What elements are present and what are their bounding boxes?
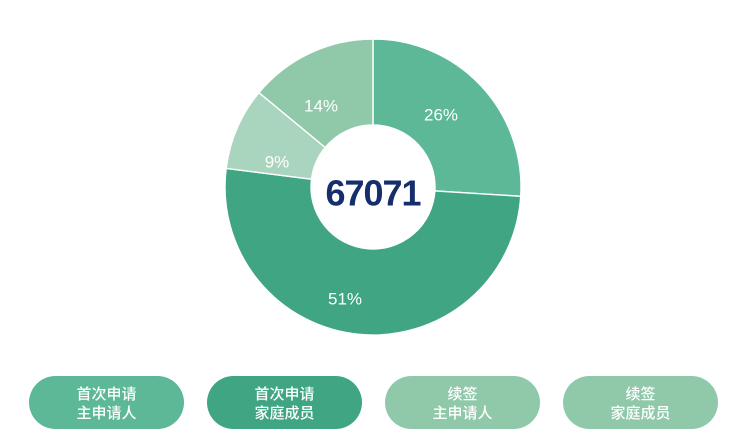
svg-text:26%: 26%	[424, 105, 458, 124]
svg-text:67071: 67071	[325, 173, 421, 214]
svg-text:9%: 9%	[265, 152, 290, 171]
svg-text:14%: 14%	[304, 96, 338, 115]
svg-text:51%: 51%	[328, 289, 362, 308]
